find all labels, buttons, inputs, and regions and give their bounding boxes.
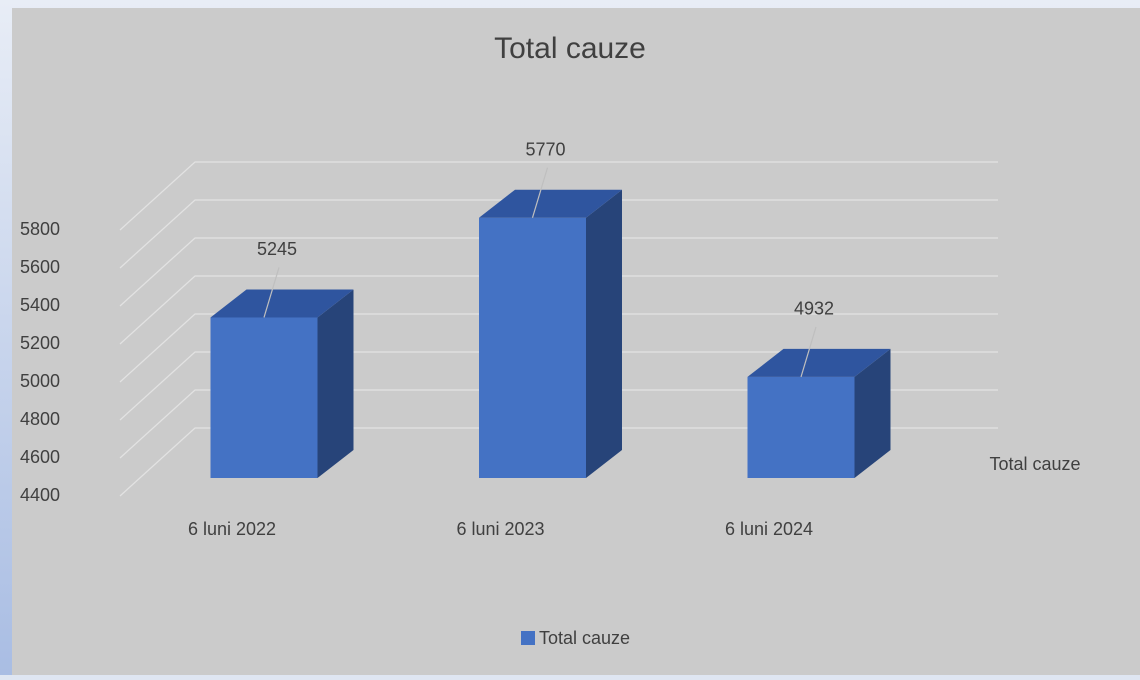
bar-side xyxy=(317,289,354,478)
grid-line xyxy=(119,427,998,497)
leader-line xyxy=(800,326,817,378)
bar-side xyxy=(854,348,891,478)
bar xyxy=(479,189,622,478)
bar-front xyxy=(210,317,318,478)
legend-swatch xyxy=(521,631,535,645)
y-tick-label: 5400 xyxy=(20,295,60,315)
grid-line xyxy=(119,199,998,269)
leader-line xyxy=(531,167,549,218)
bar-top xyxy=(747,348,891,377)
data-label: 5245 xyxy=(257,239,297,259)
y-tick-label: 5000 xyxy=(20,371,60,391)
y-tick-label: 4600 xyxy=(20,447,60,467)
chart-title: Total cauze xyxy=(494,32,646,65)
grid-line xyxy=(119,351,998,421)
data-label: 4932 xyxy=(794,299,834,319)
bar xyxy=(747,348,891,478)
grid-line xyxy=(119,237,998,307)
y-tick-label: 4400 xyxy=(20,485,60,505)
legend-label: Total cauze xyxy=(539,628,630,648)
bar-front xyxy=(747,376,855,478)
grid-line xyxy=(119,275,998,345)
bar-front xyxy=(479,217,586,478)
leader-line xyxy=(263,267,280,318)
bar-top xyxy=(479,189,622,218)
y-tick-label: 4800 xyxy=(20,409,60,429)
x-tick-label: 6 luni 2023 xyxy=(456,519,544,539)
bar-side xyxy=(586,189,622,478)
grid-line xyxy=(119,389,998,459)
bar xyxy=(210,289,354,478)
y-tick-label: 5800 xyxy=(20,219,60,239)
x-tick-label: 6 luni 2022 xyxy=(188,519,276,539)
grid-line xyxy=(119,313,998,383)
y-tick-label: 5200 xyxy=(20,333,60,353)
x-tick-label: 6 luni 2024 xyxy=(725,519,813,539)
depth-axis-label: Total cauze xyxy=(989,454,1080,474)
bar-top xyxy=(210,289,354,318)
data-label: 5770 xyxy=(525,139,565,159)
y-tick-label: 5600 xyxy=(20,257,60,277)
grid-line xyxy=(119,161,998,231)
